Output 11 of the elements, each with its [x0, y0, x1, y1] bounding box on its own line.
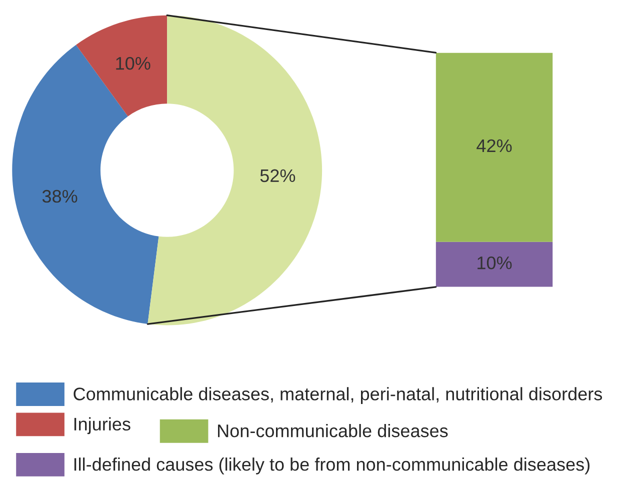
data-label: 38%	[42, 190, 78, 203]
legend-label: Injuries	[74, 417, 130, 434]
data-label: 52%	[260, 169, 296, 182]
legend-label: Non-communicable diseases	[218, 424, 448, 438]
data-label: 10%	[116, 56, 150, 70]
data-label: 10%	[478, 256, 512, 270]
legend-label: Ill-defined causes (likely to be from non-communicable diseases)	[74, 458, 590, 474]
donut-slice	[12, 44, 159, 324]
data-label: 42%	[476, 139, 512, 152]
donut-slice	[76, 15, 168, 116]
legend-label: Communicable diseases, maternal, peri-natal, nutritional disorders	[74, 387, 602, 404]
